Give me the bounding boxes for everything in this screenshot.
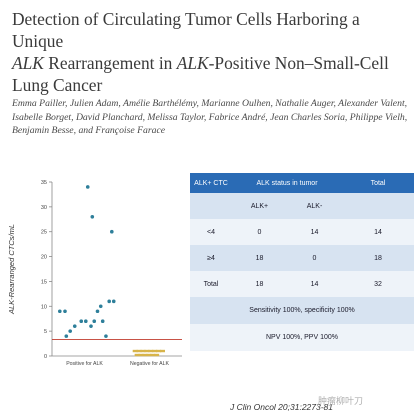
data-point-positive (110, 229, 114, 234)
row-total: 18 (342, 245, 414, 271)
data-point-positive (95, 309, 100, 314)
row-alk-pos: 0 (232, 219, 287, 245)
data-point-negative (160, 349, 165, 353)
y-tick-label: 35 (41, 180, 47, 186)
predictive-row: NPV 100%, PPV 100% (190, 324, 414, 351)
row-total: 14 (342, 219, 414, 245)
data-point-negative (148, 349, 154, 353)
data-point-positive (90, 215, 95, 219)
y-axis-label: ALK-Rearranged CTCs/mL (7, 224, 16, 315)
sensitivity-row: Sensitivity 100%, specificity 100% (190, 297, 414, 324)
data-point-negative (140, 349, 146, 353)
title-line-3: Lung Cancer (12, 75, 103, 95)
title-end: -Positive Non–Small-Cell (208, 53, 389, 73)
subheader-blank (190, 193, 232, 219)
data-point-positive (104, 334, 108, 338)
data-point-negative (154, 353, 160, 357)
y-tick-label: 15 (41, 279, 47, 285)
data-point-negative (146, 353, 152, 357)
data-point-negative (136, 349, 142, 353)
y-tick-label: 10 (41, 304, 47, 310)
data-point-negative (138, 353, 144, 357)
x-tick-label: Positive for ALK (66, 361, 103, 367)
scatter-chart: 0 5 10 15 20 25 30 35 ALK-Rearranged CTCs/mL Posi… (7, 180, 182, 367)
title-mid: Rearrangement in (43, 53, 177, 73)
y-tick-label: 20 (41, 255, 47, 261)
title-alk-2: ALK (176, 53, 209, 73)
data-point-positive (68, 329, 72, 333)
row-alk-pos: 18 (232, 271, 287, 297)
x-tick-label: Negative for ALK (130, 361, 169, 367)
title-line-1: Detection of Circulating Tumor Cells Har… (12, 9, 360, 51)
header-alk-status: ALK status in tumor (232, 173, 342, 193)
data-point-positive (111, 299, 116, 304)
y-tick-label: 0 (44, 354, 47, 360)
sensitivity-note: Sensitivity 100%, specificity 100% (190, 297, 414, 324)
title-alk-1: ALK (12, 53, 44, 73)
row-alk-neg: 0 (287, 245, 342, 271)
data-point-negative (156, 349, 162, 353)
row-label: ≥4 (190, 245, 232, 271)
header-total: Total (342, 173, 414, 193)
table-subheader-row: ALK+ ALK- (190, 193, 414, 219)
results-table: ALK+ CTC ALK status in tumor Total ALK+ … (190, 173, 414, 351)
subheader-blank-total (342, 193, 414, 219)
row-label: Total (190, 271, 232, 297)
table-header-row: ALK+ CTC ALK status in tumor Total (190, 173, 414, 193)
row-alk-neg: 14 (287, 219, 342, 245)
data-point-positive (98, 304, 103, 309)
watermark: 肿瘤柳叶刀 (318, 396, 364, 406)
data-point-positive (64, 334, 69, 338)
row-label: <4 (190, 219, 232, 245)
data-point-positive (89, 324, 93, 328)
header-alk-ctc: ALK+ CTC (190, 173, 232, 193)
title-line-2: ALK Rearrangement in ALK-Positive Non–Sm… (12, 52, 412, 74)
data-point-positive (107, 299, 111, 304)
citation: J Clin Oncol 20;31:2273-81 (230, 402, 333, 412)
data-point-negative (134, 353, 140, 357)
subheader-alk-neg: ALK- (287, 193, 342, 219)
data-point-positive (63, 309, 67, 314)
citation-head: J Clin Oncol 20 (230, 402, 288, 412)
subheader-alk-pos: ALK+ (232, 193, 287, 219)
predictive-note: NPV 100%, PPV 100% (190, 324, 414, 351)
data-point-negative (132, 349, 138, 353)
data-point-positive (100, 319, 105, 323)
data-point-negative (152, 349, 158, 353)
citation-tail: ;31:2273-81 (287, 402, 334, 412)
data-point-positive (85, 185, 90, 189)
author-list: Emma Pailler, Julien Adam, Amélie Barthé… (12, 98, 408, 136)
data-point-positive (92, 319, 97, 323)
table-row: ≥4 18 0 18 (190, 245, 414, 271)
data-point-positive (79, 319, 84, 323)
data-point-positive (58, 309, 62, 314)
row-total: 32 (342, 271, 414, 297)
data-point-positive (72, 324, 77, 328)
y-tick-label: 5 (44, 329, 47, 335)
row-alk-neg: 14 (287, 271, 342, 297)
paper-title: Detection of Circulating Tumor Cells Har… (12, 8, 412, 96)
data-point-negative (144, 349, 150, 353)
row-alk-pos: 18 (232, 245, 287, 271)
data-point-negative (142, 353, 148, 357)
data-point-positive (84, 319, 88, 323)
data-point-negative (150, 353, 156, 357)
y-tick-label: 25 (41, 230, 47, 236)
table-row: Total 18 14 32 (190, 271, 414, 297)
y-tick-label: 30 (41, 205, 47, 211)
table-row: <4 0 14 14 (190, 219, 414, 245)
